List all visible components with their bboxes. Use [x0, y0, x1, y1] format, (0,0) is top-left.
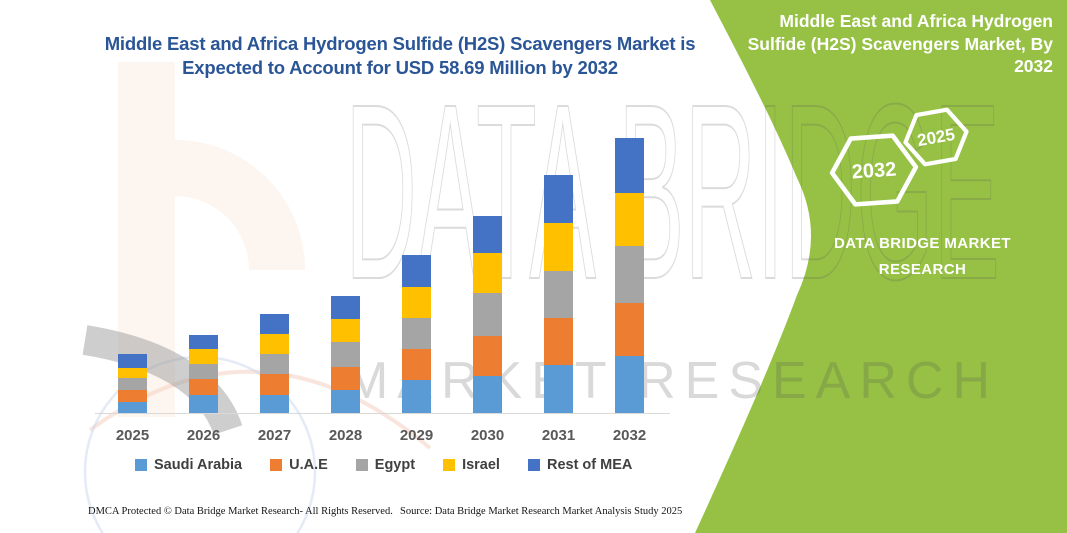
legend-label: Egypt	[374, 457, 416, 473]
hexagon-2032-label: 2032	[851, 158, 897, 183]
chart-legend: Saudi Arabia U.A.E Egypt Israel Rest of MEA	[135, 457, 632, 473]
x-axis-label-2027: 2027	[257, 427, 292, 444]
bar-2025	[118, 353, 147, 413]
bar-segment-rest-of-mea-2026	[189, 335, 218, 350]
legend-item-egypt: Egypt	[355, 457, 416, 473]
bar-segment-israel-2030	[473, 253, 502, 293]
side-panel-title-line2: Sulfide (H2S) Scavengers Market, By	[747, 33, 1053, 54]
bar-segment-saudi-arabia-2026	[189, 395, 218, 413]
x-axis-line	[95, 413, 670, 414]
x-axis-label-2032: 2032	[612, 427, 647, 444]
bar-2031	[544, 175, 573, 413]
x-axis-labels: 2025 2026 2027 2028 2029 2030 2031 2032	[95, 427, 673, 447]
bar-segment-egypt-2030	[473, 292, 502, 336]
bar-segment-saudi-arabia-2027	[260, 394, 289, 413]
bar-2027	[260, 313, 289, 413]
bar-segment-u-a-e-2031	[544, 317, 573, 365]
bar-segment-egypt-2032	[615, 246, 644, 304]
bar-segment-egypt-2029	[402, 317, 431, 349]
bar-segment-saudi-arabia-2028	[331, 389, 360, 413]
bar-segment-saudi-arabia-2030	[473, 375, 502, 413]
bar-2030	[473, 215, 502, 413]
bar-segment-rest-of-mea-2025	[118, 353, 147, 368]
legend-label: U.A.E	[289, 457, 328, 473]
brand-name: DATA BRIDGE MARKET RESEARCH	[780, 231, 1065, 283]
hexagon-2032	[829, 133, 919, 207]
hexagon-2025	[903, 107, 969, 167]
side-panel-title-line1: Middle East and Africa Hydrogen	[779, 11, 1053, 31]
legend-item-u-a-e: U.A.E	[270, 457, 328, 473]
footer-dmca-text: DMCA Protected © Data Bridge Market Rese…	[88, 506, 393, 517]
chart-plot	[95, 130, 673, 414]
bar-segment-israel-2028	[331, 318, 360, 343]
x-axis-label-2030: 2030	[470, 427, 505, 444]
side-panel-title-line3: 2032	[1014, 56, 1053, 76]
legend-item-rest-of-mea: Rest of MEA	[527, 457, 633, 473]
bar-segment-u-a-e-2032	[615, 303, 644, 357]
watermark-big-text: DATA BRIDGE	[345, 52, 1000, 331]
bar-segment-egypt-2027	[260, 353, 289, 374]
bar-2028	[331, 295, 360, 413]
bar-segment-u-a-e-2030	[473, 335, 502, 376]
brand-name-line2: RESEARCH	[878, 260, 967, 278]
bar-segment-egypt-2028	[331, 342, 360, 368]
bar-2032	[615, 138, 644, 413]
bar-segment-u-a-e-2029	[402, 348, 431, 381]
legend-label: Israel	[462, 457, 500, 473]
bar-segment-u-a-e-2028	[331, 367, 360, 390]
side-panel-title: Middle East and Africa Hydrogen Sulfide …	[733, 10, 1053, 78]
bar-segment-rest-of-mea-2028	[331, 295, 360, 319]
legend-swatch-icon	[135, 459, 147, 471]
bar-segment-israel-2026	[189, 349, 218, 364]
green-panel-shape	[695, 0, 1067, 533]
bar-segment-saudi-arabia-2032	[615, 356, 644, 413]
bar-segment-israel-2027	[260, 334, 289, 354]
legend-item-israel: Israel	[443, 457, 500, 473]
bar-segment-saudi-arabia-2029	[402, 380, 431, 413]
x-axis-label-2029: 2029	[399, 427, 434, 444]
legend-label: Saudi Arabia	[154, 457, 243, 473]
bar-segment-rest-of-mea-2032	[615, 138, 644, 194]
bar-2029	[402, 254, 431, 413]
bar-segment-israel-2029	[402, 287, 431, 318]
bar-segment-israel-2032	[615, 193, 644, 247]
bar-segment-rest-of-mea-2031	[544, 175, 573, 223]
bar-segment-egypt-2025	[118, 377, 147, 390]
legend-label: Rest of MEA	[546, 457, 633, 473]
bar-segment-u-a-e-2026	[189, 379, 218, 396]
bar-segment-rest-of-mea-2029	[402, 254, 431, 288]
chart-title-line2: Expected to Account for USD 58.69 Millio…	[182, 57, 618, 79]
footer-source-text: Source: Data Bridge Market Research Mark…	[400, 506, 683, 517]
bar-segment-saudi-arabia-2031	[544, 364, 573, 413]
bar-segment-rest-of-mea-2030	[473, 215, 502, 254]
x-axis-label-2025: 2025	[115, 427, 150, 444]
bar-segment-egypt-2026	[189, 363, 218, 380]
legend-item-saudi-arabia: Saudi Arabia	[135, 457, 242, 473]
x-axis-label-2026: 2026	[186, 427, 221, 444]
legend-swatch-icon	[355, 459, 368, 471]
bar-segment-u-a-e-2025	[118, 389, 147, 402]
bar-segment-israel-2025	[118, 367, 147, 378]
bar-segment-u-a-e-2027	[260, 373, 289, 395]
x-axis-label-2028: 2028	[328, 427, 363, 444]
brand-name-line1: DATA BRIDGE MARKET	[834, 235, 1011, 252]
watermark-small-text: MARKET RESEARCH	[345, 352, 990, 410]
chart-title: Middle East and Africa Hydrogen Sulfide …	[70, 32, 730, 81]
bar-segment-rest-of-mea-2027	[260, 313, 289, 335]
legend-swatch-icon	[270, 459, 283, 471]
x-axis-label-2031: 2031	[541, 427, 576, 444]
bar-2026	[189, 335, 218, 413]
chart-title-line1: Middle East and Africa Hydrogen Sulfide …	[104, 33, 696, 54]
legend-swatch-icon	[443, 459, 456, 471]
bar-segment-israel-2031	[544, 222, 573, 271]
legend-swatch-icon	[527, 459, 540, 471]
bar-segment-saudi-arabia-2025	[118, 401, 147, 413]
bar-segment-egypt-2031	[544, 270, 573, 318]
